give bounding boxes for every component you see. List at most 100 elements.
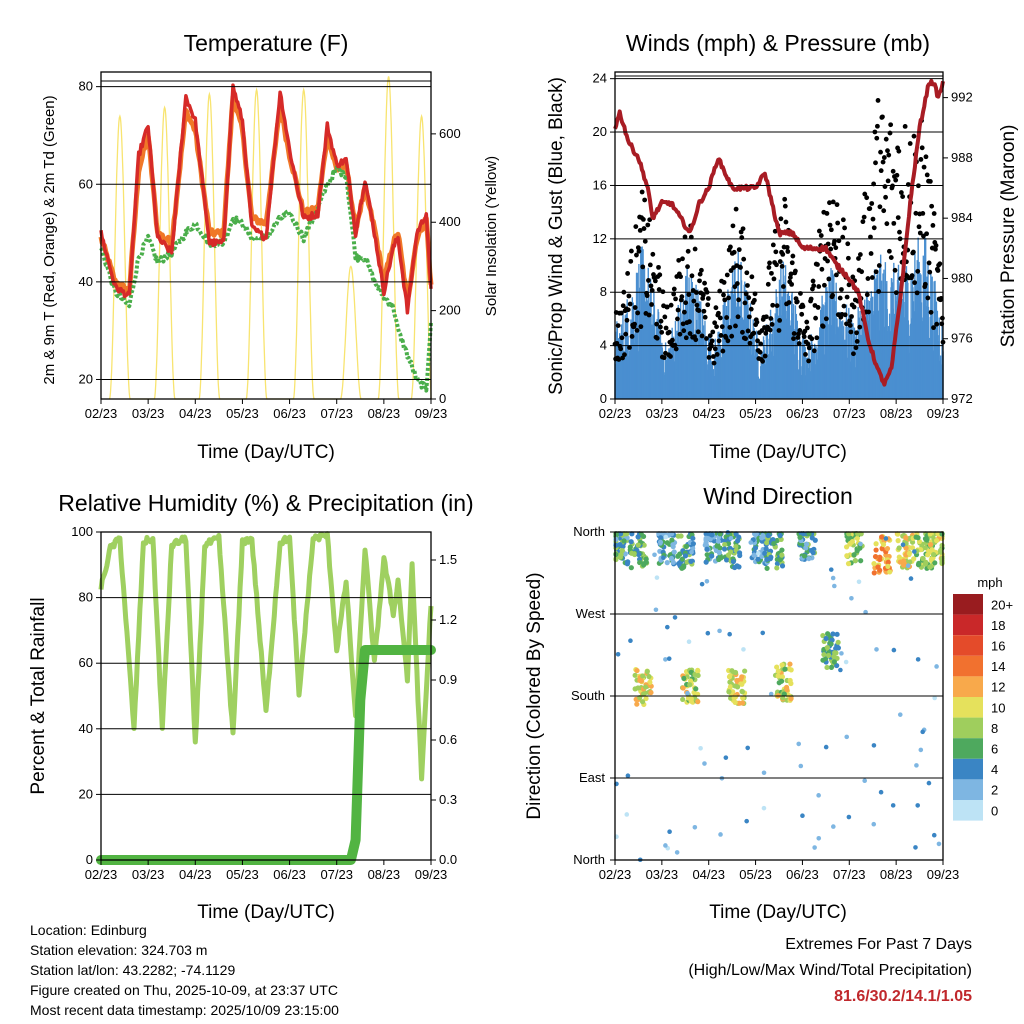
precip-right-ytick-label: 0.0 bbox=[439, 852, 457, 867]
direction-point bbox=[825, 652, 832, 659]
gust-point bbox=[758, 341, 764, 347]
direction-point bbox=[632, 672, 638, 678]
gust-point bbox=[676, 257, 682, 263]
gust-point bbox=[868, 251, 874, 256]
direction-point bbox=[631, 551, 637, 557]
gust-point bbox=[642, 238, 648, 244]
gust-point bbox=[762, 353, 768, 359]
gust-point bbox=[931, 325, 936, 331]
direction-point bbox=[728, 549, 734, 555]
direction-point bbox=[735, 538, 741, 544]
direction-point bbox=[689, 549, 694, 555]
gust-point bbox=[710, 329, 716, 335]
gust-point bbox=[847, 318, 853, 324]
pressure-right-ytick-label: 972 bbox=[951, 391, 973, 406]
humidity-xlabel: Time (Day/UTC) bbox=[197, 902, 335, 923]
direction-point bbox=[895, 538, 901, 544]
gust-point bbox=[770, 302, 776, 308]
direction-point bbox=[915, 562, 922, 568]
gust-point bbox=[678, 274, 683, 280]
gust-point bbox=[924, 231, 929, 237]
direction-point bbox=[907, 559, 913, 565]
direction-point bbox=[927, 541, 934, 548]
direction-point bbox=[704, 552, 710, 558]
gust-point bbox=[713, 305, 719, 311]
gust-point bbox=[828, 227, 834, 233]
gust-point bbox=[668, 302, 674, 308]
temperature-left-ytick-label: 20 bbox=[79, 371, 93, 386]
direction-point bbox=[906, 550, 912, 556]
gust-point bbox=[701, 308, 707, 314]
winds-xtick-label: 03/23 bbox=[646, 406, 679, 421]
gust-point bbox=[702, 314, 708, 320]
temperature-xtick-label: 03/23 bbox=[132, 406, 165, 421]
direction-point bbox=[929, 547, 935, 553]
legend-swatch bbox=[953, 758, 983, 780]
direction-point bbox=[873, 547, 879, 553]
gust-point bbox=[925, 295, 931, 301]
gust-point bbox=[754, 319, 760, 325]
wind-direction-xtick-label: 02/23 bbox=[599, 867, 632, 882]
gust-point bbox=[835, 220, 841, 226]
gust-point bbox=[789, 260, 795, 266]
gust-point bbox=[661, 355, 667, 361]
legend-swatch bbox=[953, 717, 983, 739]
gust-point bbox=[774, 262, 779, 268]
gust-point bbox=[687, 331, 693, 336]
humidity-title: Relative Humidity (%) & Precipitation (i… bbox=[58, 490, 473, 516]
direction-point bbox=[695, 699, 701, 705]
temperature-xtick-label: 07/23 bbox=[320, 406, 353, 421]
gust-point bbox=[938, 296, 944, 301]
wind-direction-xtick-label: 04/23 bbox=[692, 867, 725, 882]
wind-direction-frame bbox=[614, 531, 944, 861]
winds-title: Winds (mph) & Pressure (mb) bbox=[626, 30, 930, 56]
gust-point bbox=[841, 303, 847, 309]
gust-point bbox=[819, 266, 825, 272]
direction-point bbox=[764, 540, 770, 546]
gust-point bbox=[927, 269, 933, 275]
gust-point bbox=[729, 333, 735, 339]
gust-point bbox=[741, 256, 747, 262]
gust-point bbox=[816, 284, 822, 289]
direction-point bbox=[727, 684, 734, 690]
direction-point bbox=[779, 547, 785, 553]
gust-point bbox=[926, 260, 932, 266]
gust-point bbox=[877, 204, 883, 210]
gust-point bbox=[791, 331, 797, 336]
direction-point bbox=[625, 773, 631, 778]
direction-point bbox=[618, 551, 624, 558]
direction-point bbox=[664, 560, 670, 566]
gust-point bbox=[896, 148, 902, 154]
gust-point bbox=[689, 273, 695, 279]
direction-point bbox=[709, 532, 715, 538]
direction-point bbox=[752, 545, 759, 551]
gust-point bbox=[733, 206, 739, 212]
gust-point bbox=[864, 292, 870, 298]
gust-point bbox=[716, 338, 722, 344]
direction-point bbox=[624, 561, 631, 567]
direction-point bbox=[670, 542, 676, 548]
direction-point bbox=[871, 821, 877, 827]
humidity-left-ytick-label: 100 bbox=[71, 524, 93, 539]
gust-point bbox=[744, 270, 750, 276]
humidity-panel: Relative Humidity (%) & Precipitation (i… bbox=[28, 490, 474, 923]
humidity-xtick-label: 03/23 bbox=[132, 867, 165, 882]
gust-point bbox=[766, 265, 772, 270]
direction-point bbox=[823, 635, 829, 642]
humidity-frame bbox=[100, 531, 432, 861]
pressure-right-ytick-label: 980 bbox=[951, 270, 973, 285]
legend-swatch bbox=[953, 655, 983, 677]
direction-point bbox=[828, 641, 834, 647]
gust-point bbox=[913, 210, 919, 216]
wind-left-ytick-label: 8 bbox=[600, 284, 607, 299]
gust-point bbox=[675, 307, 681, 313]
station-pressure-line bbox=[613, 78, 945, 387]
gust-point bbox=[777, 259, 783, 264]
gust-point bbox=[907, 141, 913, 146]
direction-point bbox=[824, 664, 830, 671]
gust-point bbox=[881, 155, 887, 160]
gust-point bbox=[874, 135, 880, 141]
direction-point bbox=[810, 550, 816, 556]
gust-point bbox=[779, 263, 785, 269]
direction-point bbox=[779, 552, 785, 558]
